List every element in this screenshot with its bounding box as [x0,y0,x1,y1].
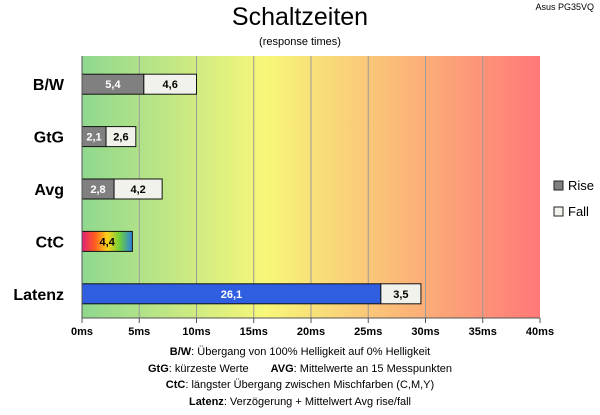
fall-value-label: 4,2 [130,184,145,196]
fall-bar [143,73,197,95]
note-ctc: CtC: längster Übergang zwischen Mischfar… [165,379,435,391]
x-tick-label: 25ms [354,326,382,338]
x-tick-label: 10ms [182,326,210,338]
fall-bar [105,126,137,148]
note-latenz: Latenz: Verzögerung + Mittelwert Avg ris… [188,395,412,408]
note-gtg-avg: GtG: kürzeste Werte AVG: Mittelwerte an 1… [147,362,453,375]
rise-value-label: 5,4 [105,79,121,91]
x-tick-label: 30ms [411,326,439,338]
x-tick-label: 5ms [128,326,150,338]
ctc-value-label: 4,4 [100,236,116,248]
fall-value-label: 3,5 [393,289,408,301]
x-tick-label: 15ms [240,326,268,338]
category-label: B/W [33,77,65,94]
note-bw: B/W: Übergang von 100% Helligkeit auf 0%… [169,346,431,358]
rise-value-label: 26,1 [221,289,242,301]
x-tick-label: 0ms [71,326,93,338]
fall-bar [380,283,422,305]
category-label: Latenz [13,287,64,304]
category-label: GtG [34,130,64,147]
category-label: CtC [36,234,65,251]
legend-swatch [553,180,564,191]
legend-label: Rise [568,178,594,193]
response-time-chart: 0ms 5ms 10ms 15ms 20ms 25ms 30ms 35ms 40ms B/W 5,… [13,56,594,338]
x-tick-label: 20ms [297,326,325,338]
fall-bar [113,178,163,200]
x-tick-label: 35ms [469,326,497,338]
x-tick-label: 40ms [526,326,554,338]
chart-title: Schaltzeiten [231,3,369,31]
chart-notes: B/W: Übergang von 100% Helligkeit auf 0%… [0,344,600,410]
rise-value-label: 2,8 [90,184,105,196]
legend-label: Fall [568,204,589,219]
fall-value-label: 2,6 [113,132,128,144]
fall-value-label: 4,6 [163,79,178,91]
category-label: Avg [34,182,64,199]
monitor-model-label: Asus PG35VQ [535,2,594,12]
rise-value-label: 2,1 [86,132,101,144]
chart-subtitle: (response times) [259,36,341,48]
legend-swatch [553,206,564,217]
